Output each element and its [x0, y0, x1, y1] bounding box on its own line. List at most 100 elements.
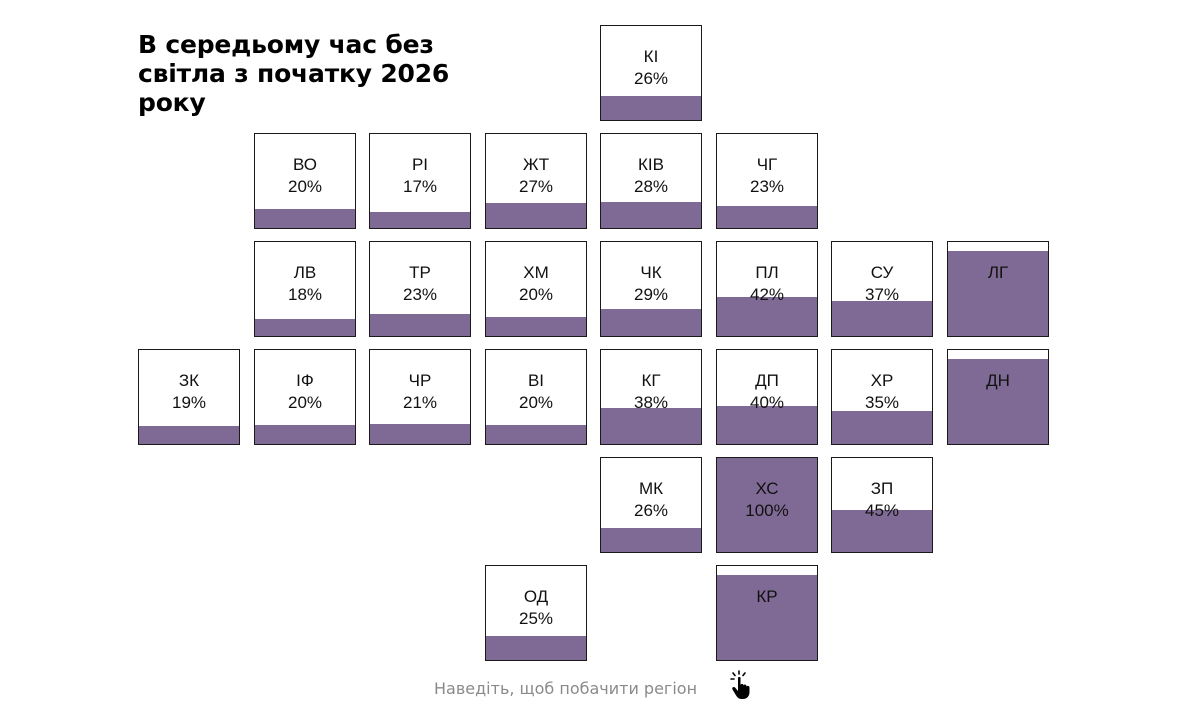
chart-title: В середьому час без світла з початку 202… — [138, 30, 450, 117]
region-value-label: 38% — [633, 393, 669, 412]
region-code-label: ТР — [409, 263, 431, 282]
region-tile-25[interactable]: КР — [716, 565, 818, 661]
region-value-label: 23% — [749, 177, 785, 196]
region-tile-20[interactable]: ДН — [947, 349, 1049, 445]
region-value-label: 18% — [287, 285, 323, 304]
region-fill-bar — [601, 96, 701, 120]
region-code-label: ПЛ — [755, 263, 779, 282]
region-value-label: 19% — [171, 393, 207, 412]
region-value-label: 27% — [518, 177, 554, 196]
region-code-label: ЧР — [408, 371, 432, 390]
region-tile-12[interactable]: ЛГ — [947, 241, 1049, 337]
region-value-label: 25% — [518, 609, 554, 628]
region-value-label: 28% — [633, 177, 669, 196]
region-code-label: ЗП — [870, 479, 894, 498]
region-code-label: ОД — [523, 587, 549, 606]
region-fill-bar — [370, 314, 470, 336]
region-code-label: ІФ — [296, 371, 314, 390]
region-tile-0[interactable]: КІ 26% — [600, 25, 702, 121]
region-value-label: 45% — [864, 501, 900, 520]
region-fill-bar — [601, 309, 701, 336]
region-tile-21[interactable]: МК 26% — [600, 457, 702, 553]
region-value-label: 20% — [287, 177, 323, 196]
region-tile-24[interactable]: ОД 25% — [485, 565, 587, 661]
region-value-label: 29% — [633, 285, 669, 304]
region-value-label: 40% — [749, 393, 785, 412]
region-value-label: 26% — [633, 69, 669, 88]
region-fill-bar — [255, 319, 355, 336]
region-tile-4[interactable]: КІВ 28% — [600, 133, 702, 229]
region-code-label: ДН — [986, 371, 1010, 390]
region-tile-16[interactable]: ВІ 20% — [485, 349, 587, 445]
region-tile-11[interactable]: СУ 37% — [831, 241, 933, 337]
region-code-label: ХР — [870, 371, 894, 390]
region-code-label: ЗК — [178, 371, 200, 390]
region-tile-17[interactable]: КГ 38% — [600, 349, 702, 445]
region-fill-bar — [601, 528, 701, 552]
region-code-label: ЖТ — [522, 155, 550, 174]
region-tile-9[interactable]: ЧК 29% — [600, 241, 702, 337]
region-tile-8[interactable]: ХМ 20% — [485, 241, 587, 337]
region-value-label: 21% — [402, 393, 438, 412]
region-fill-bar — [832, 510, 932, 552]
region-value-label: 20% — [518, 393, 554, 412]
region-fill-bar — [717, 575, 817, 660]
region-tile-7[interactable]: ТР 23% — [369, 241, 471, 337]
region-fill-bar — [139, 426, 239, 444]
region-tile-14[interactable]: ІФ 20% — [254, 349, 356, 445]
region-value-label: 35% — [864, 393, 900, 412]
pointer-hand-icon — [730, 670, 750, 699]
region-code-label: СУ — [870, 263, 894, 282]
region-code-label: КІ — [643, 47, 659, 66]
region-tile-19[interactable]: ХР 35% — [831, 349, 933, 445]
region-fill-bar — [948, 251, 1048, 336]
region-value-label: 100% — [745, 501, 789, 520]
region-fill-bar — [486, 317, 586, 336]
region-tile-2[interactable]: РІ 17% — [369, 133, 471, 229]
region-code-label: КГ — [641, 371, 661, 390]
region-value-label: 17% — [402, 177, 438, 196]
region-fill-bar — [255, 209, 355, 228]
region-code-label: ВІ — [527, 371, 545, 390]
region-code-label: РІ — [411, 155, 429, 174]
region-code-label: КР — [756, 587, 778, 606]
region-fill-bar — [255, 425, 355, 444]
region-code-label: ЧК — [640, 263, 662, 282]
region-tile-6[interactable]: ЛВ 18% — [254, 241, 356, 337]
region-value-label: 20% — [518, 285, 554, 304]
region-tile-5[interactable]: ЧГ 23% — [716, 133, 818, 229]
region-fill-bar — [370, 424, 470, 444]
region-tile-1[interactable]: ВО 20% — [254, 133, 356, 229]
region-fill-bar — [717, 458, 817, 552]
region-tile-3[interactable]: ЖТ 27% — [485, 133, 587, 229]
region-value-label: 42% — [749, 285, 785, 304]
region-fill-bar — [832, 411, 932, 444]
region-tile-23[interactable]: ЗП 45% — [831, 457, 933, 553]
region-tile-18[interactable]: ДП 40% — [716, 349, 818, 445]
region-fill-bar — [948, 359, 1048, 444]
region-value-label: 26% — [633, 501, 669, 520]
region-fill-bar — [486, 636, 586, 660]
region-code-label: КІВ — [638, 155, 664, 174]
region-fill-bar — [717, 297, 817, 336]
region-tile-10[interactable]: ПЛ 42% — [716, 241, 818, 337]
region-value-label: 20% — [287, 393, 323, 412]
region-fill-bar — [601, 202, 701, 228]
region-fill-bar — [370, 212, 470, 228]
region-code-label: ЛГ — [987, 263, 1009, 282]
region-fill-bar — [717, 206, 817, 228]
region-tile-13[interactable]: ЗК 19% — [138, 349, 240, 445]
region-fill-bar — [486, 425, 586, 444]
hover-hint: Наведіть, щоб побачити регіон — [434, 679, 698, 698]
region-tile-22[interactable]: ХС 100% — [716, 457, 818, 553]
region-fill-bar — [717, 406, 817, 444]
region-tile-15[interactable]: ЧР 21% — [369, 349, 471, 445]
region-value-label: 23% — [402, 285, 438, 304]
region-code-label: ХС — [755, 479, 779, 498]
region-fill-bar — [486, 203, 586, 228]
region-code-label: ХМ — [523, 263, 549, 282]
region-code-label: ЧГ — [756, 155, 778, 174]
region-value-label: 37% — [864, 285, 900, 304]
region-fill-bar — [832, 301, 932, 336]
